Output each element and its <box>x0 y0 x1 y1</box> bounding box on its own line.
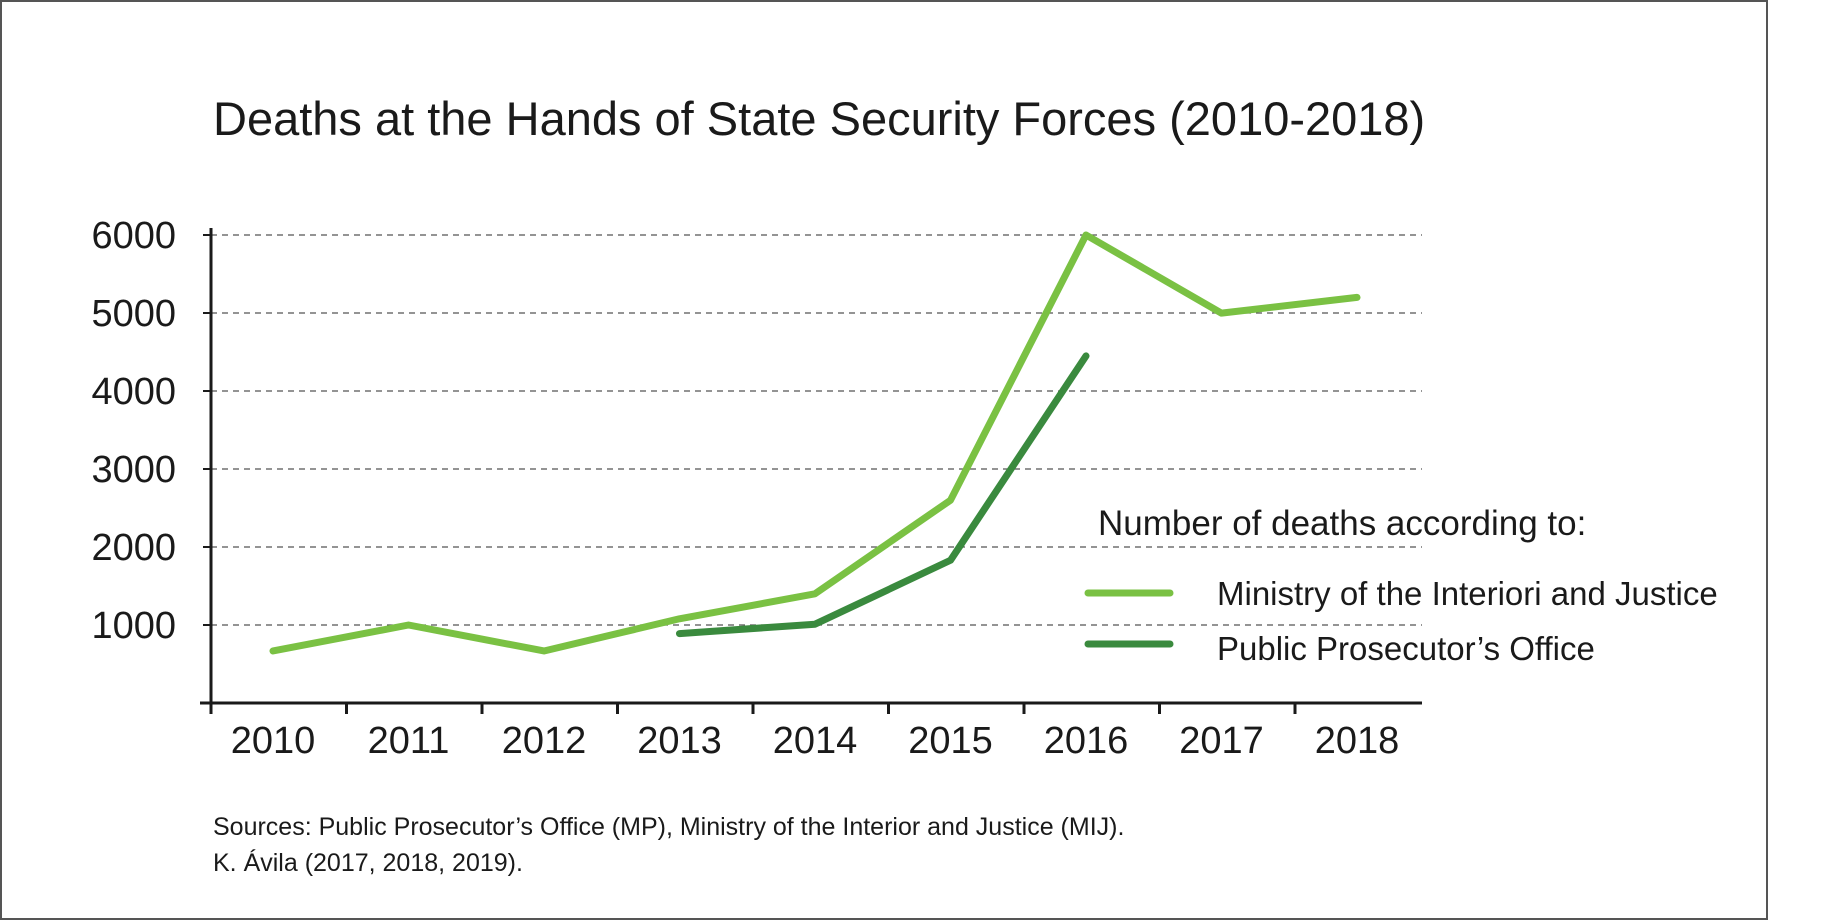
x-tick-label-2015: 2015 <box>908 720 993 762</box>
source-line-1: Sources: Public Prosecutor’s Office (MP)… <box>213 813 1124 841</box>
series-lines <box>269 231 1361 655</box>
grid-lines <box>203 234 1422 626</box>
series-line-0 <box>269 231 1361 655</box>
legend-label-prosecutor: Public Prosecutor’s Office <box>1217 630 1595 667</box>
legend-label-ministry: Ministry of the Interiori and Justice <box>1217 575 1718 612</box>
x-tick-label-2018: 2018 <box>1315 720 1400 762</box>
chart-border <box>0 0 1768 920</box>
y-tick-label-1000: 1000 <box>91 605 176 647</box>
x-tick-labels: 2010 2011 2012 2013 2014 2015 2016 2017 2018 <box>209 703 1400 762</box>
y-tick-label-5000: 5000 <box>91 293 176 335</box>
axes <box>200 228 1422 706</box>
y-tick-label-6000: 6000 <box>91 215 176 257</box>
x-tick-label-2017: 2017 <box>1179 720 1264 762</box>
chart-title: Deaths at the Hands of State Security Fo… <box>213 92 1425 145</box>
y-tick-label-3000: 3000 <box>91 449 176 491</box>
series-line-1 <box>676 352 1090 638</box>
x-tick-label-2011: 2011 <box>368 720 450 762</box>
y-tick-labels: 1000 2000 3000 4000 5000 6000 <box>91 215 176 647</box>
source-line-2: K. Ávila (2017, 2018, 2019). <box>213 848 523 877</box>
x-tick-label-2012: 2012 <box>502 720 587 762</box>
legend: Number of deaths according to: Ministry … <box>1084 504 1718 667</box>
x-tick-label-2016: 2016 <box>1044 720 1129 762</box>
y-tick-label-4000: 4000 <box>91 371 176 413</box>
legend-title: Number of deaths according to: <box>1098 504 1586 543</box>
y-tick-label-2000: 2000 <box>91 527 176 569</box>
x-tick-label-2010: 2010 <box>231 720 316 762</box>
x-tick-label-2013: 2013 <box>637 720 722 762</box>
x-tick-label-2014: 2014 <box>773 720 858 762</box>
